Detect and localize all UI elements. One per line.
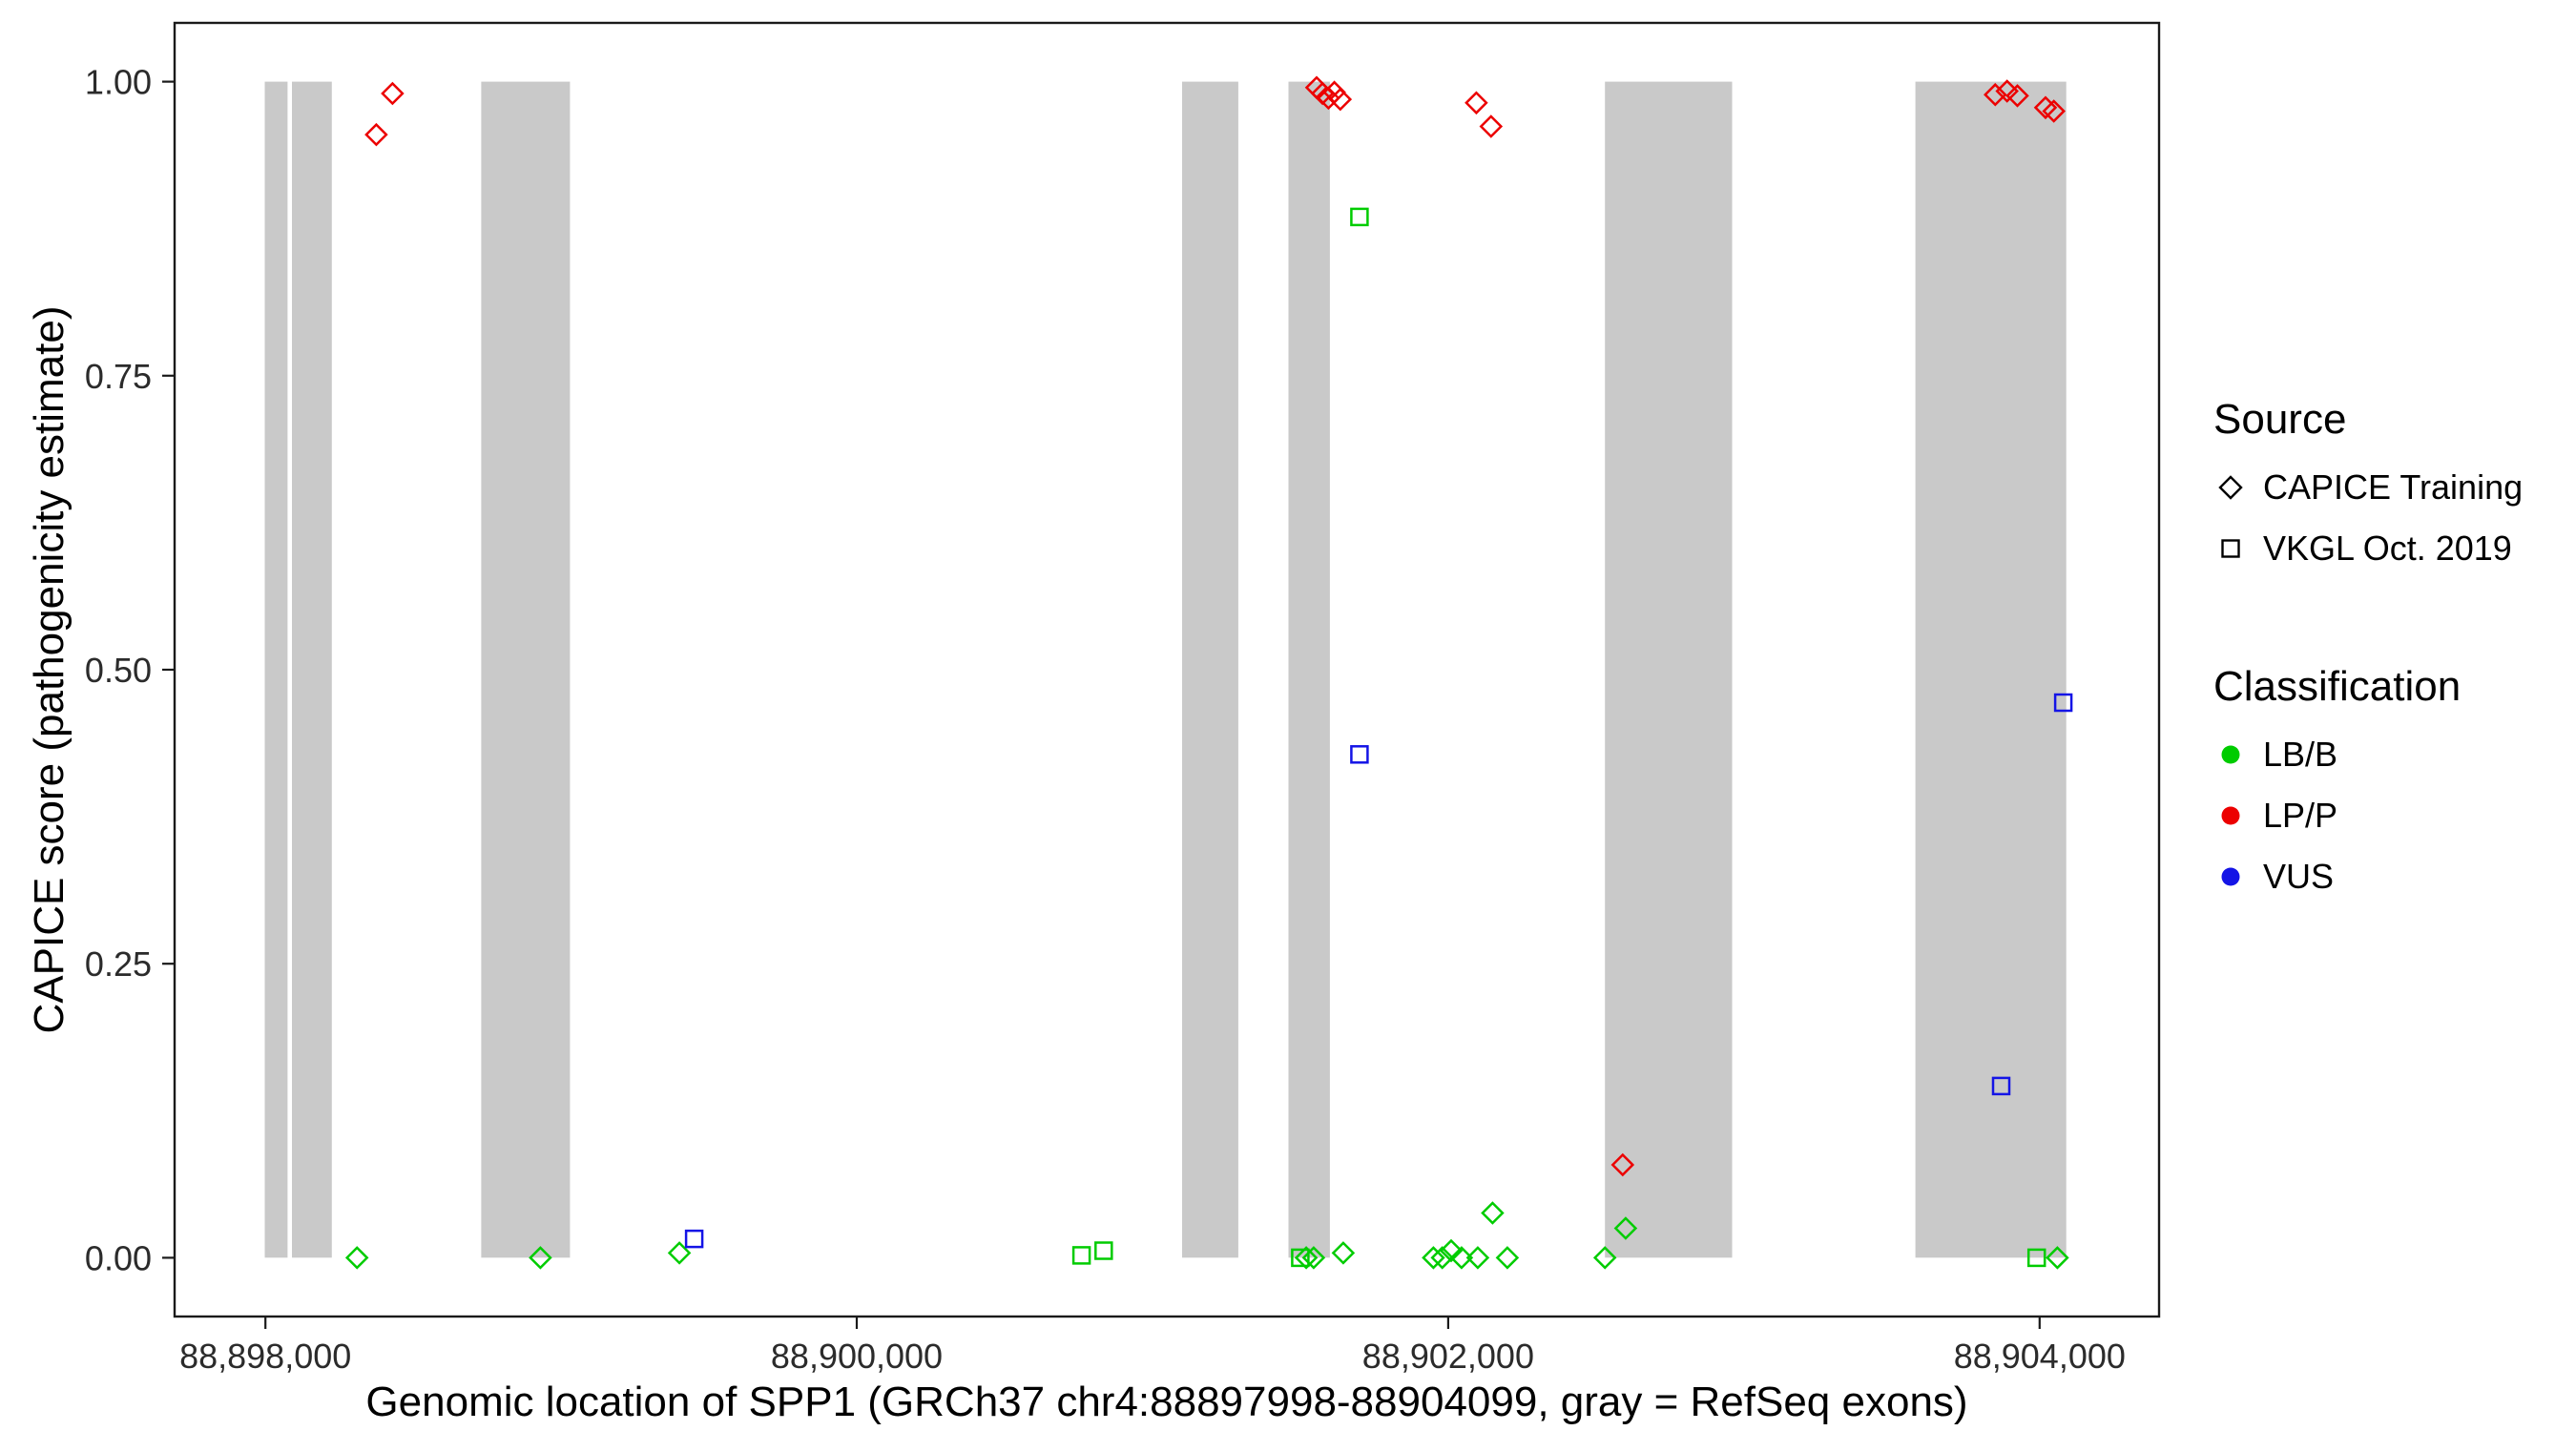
legend-item-lbb: LB/B xyxy=(2213,724,2523,785)
exon-rect xyxy=(1288,81,1330,1258)
data-point-diamond xyxy=(667,1241,692,1265)
y-axis-title: CAPICE score (pathogenicity estimate) xyxy=(26,305,73,1034)
data-point-diamond xyxy=(529,1246,552,1270)
y-tick-label: 0.00 xyxy=(85,1238,152,1277)
y-tick-label: 0.25 xyxy=(85,944,152,984)
legend-item-vkgl: VKGL Oct. 2019 xyxy=(2213,518,2523,579)
diamond-icon xyxy=(2218,475,2243,500)
data-point-diamond xyxy=(1592,1246,1617,1270)
data-point-diamond xyxy=(1328,87,1353,112)
data-point-diamond xyxy=(1984,82,2007,107)
square-icon xyxy=(2221,539,2240,558)
data-point-diamond xyxy=(1294,1246,1319,1270)
data-point-square xyxy=(1991,1076,2011,1096)
y-tick-label: 0.50 xyxy=(85,651,152,690)
y-tick-label: 0.75 xyxy=(85,357,152,396)
data-point-diamond xyxy=(1613,1216,1638,1240)
y-tick-label: 1.00 xyxy=(85,63,152,102)
green-dot-icon xyxy=(2221,745,2240,764)
x-tick-label: 88,900,000 xyxy=(771,1337,943,1376)
data-point-diamond xyxy=(1481,1201,1505,1225)
exon-rect xyxy=(1915,81,2067,1258)
data-point-diamond xyxy=(1301,1246,1326,1270)
exon-rect xyxy=(1605,81,1733,1258)
legend-title-source: Source xyxy=(2213,396,2347,443)
data-point-diamond xyxy=(344,1246,369,1270)
data-point-diamond xyxy=(2046,1246,2069,1270)
data-point-square xyxy=(1094,1241,1113,1260)
legend-group-source: Source CAPICE Training VKGL Oct. 2019 xyxy=(2213,396,2523,579)
data-point-square xyxy=(2053,693,2073,713)
x-tick-label: 88,904,000 xyxy=(1954,1337,2126,1376)
data-point-square xyxy=(1291,1248,1310,1268)
legend-item-lpp: LP/P xyxy=(2213,785,2523,846)
data-point-diamond xyxy=(2005,84,2029,108)
red-dot-icon xyxy=(2221,806,2240,825)
data-point-diamond xyxy=(1430,1246,1454,1270)
data-point-square xyxy=(2026,1248,2046,1268)
legend-item-label: CAPICE Training xyxy=(2263,467,2524,507)
legend-item-label: VUS xyxy=(2263,857,2335,896)
legend-group-classification: Classification LB/B LP/P VUS xyxy=(2213,663,2523,907)
data-point-diamond xyxy=(1422,1246,1445,1270)
data-point-diamond xyxy=(1465,1246,1490,1270)
data-point-diamond xyxy=(1439,1238,1464,1263)
data-point-square xyxy=(1350,745,1369,764)
exon-rect xyxy=(292,81,332,1258)
legend-item-label: LP/P xyxy=(2263,796,2338,835)
x-tick-label: 88,902,000 xyxy=(1362,1337,1534,1376)
data-point-diamond xyxy=(1449,1246,1474,1270)
legend-item-label: VKGL Oct. 2019 xyxy=(2263,529,2512,568)
legend-title-classification: Classification xyxy=(2213,663,2462,710)
legend: Source CAPICE Training VKGL Oct. 2019 Cl… xyxy=(2213,396,2523,907)
x-axis-title: Genomic location of SPP1 (GRCh37 chr4:88… xyxy=(365,1379,1968,1425)
data-point-diamond xyxy=(381,81,405,106)
legend-item-vus: VUS xyxy=(2213,846,2523,907)
data-point-square xyxy=(684,1229,704,1249)
panel-border xyxy=(173,21,2161,1318)
legend-item-label: LB/B xyxy=(2263,735,2338,774)
blue-dot-icon xyxy=(2221,867,2240,886)
exon-rect xyxy=(1182,81,1238,1258)
x-tick-label: 88,898,000 xyxy=(179,1337,351,1376)
exon-rect xyxy=(481,81,571,1258)
data-point-diamond xyxy=(1331,1241,1356,1265)
data-point-diamond xyxy=(1495,1246,1520,1270)
data-point-diamond xyxy=(1610,1152,1635,1177)
legend-item-capice-training: CAPICE Training xyxy=(2213,457,2523,518)
data-point-diamond xyxy=(1465,91,1488,115)
data-point-diamond xyxy=(364,122,388,147)
data-point-diamond xyxy=(1479,114,1504,138)
data-point-diamond xyxy=(2042,99,2066,123)
data-point-square xyxy=(1071,1246,1091,1265)
exon-rect xyxy=(264,81,288,1258)
data-point-square xyxy=(1350,207,1369,227)
